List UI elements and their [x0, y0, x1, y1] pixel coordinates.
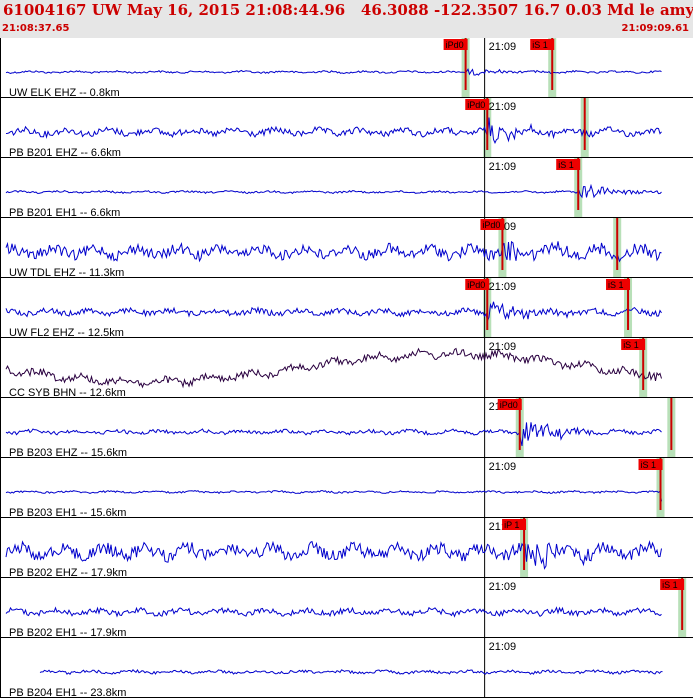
- minute-label: 21:09: [489, 161, 517, 173]
- waveform: [5, 347, 662, 389]
- trace-row[interactable]: 21:09iPd0UW TDL EHZ -- 11.3km: [0, 218, 693, 279]
- pick-flag-bg: [621, 339, 646, 350]
- trace-row[interactable]: 21:09 iS 1 CC SYB BHN -- 12.6km: [0, 338, 693, 399]
- pick-flag-bg: [480, 219, 505, 230]
- trace-row[interactable]: 21:09 iS 1 PB B201 EH1 -- 6.6km: [0, 158, 693, 219]
- pick-flag: iPd0: [465, 279, 490, 290]
- pick-label: iPd0: [500, 400, 518, 410]
- waveform: [5, 540, 662, 570]
- pick-label: iPd0: [482, 220, 500, 230]
- minute-label: 21:09: [489, 281, 517, 293]
- trace-row[interactable]: 21:09 iS 1 PB B203 EH1 -- 15.6km: [0, 458, 693, 519]
- event-title: 61004167 UW May 16, 2015 21:08:44.96 46.…: [3, 1, 693, 19]
- start-time-label: 21:08:37.65: [2, 23, 70, 34]
- trace-panel[interactable]: 21:09 iPd0 iS 1 UW ELK EHZ -- 0.8km 21:09 iPd…: [0, 38, 693, 698]
- station-label: PB B202 EH1 -- 17.9km: [9, 627, 126, 639]
- station-label: PB B201 EH1 -- 6.6km: [9, 207, 120, 219]
- pick-label: iS 1: [558, 160, 574, 170]
- pick-label: iS 1: [641, 460, 657, 470]
- station-label: PB B203 EH1 -- 15.6km: [9, 507, 126, 519]
- pick-flag: iS 1: [606, 279, 631, 290]
- minute-label: 21:09: [489, 341, 517, 353]
- pick-label: iP 1: [504, 520, 519, 530]
- waveform: [39, 669, 663, 675]
- minute-label: 21:09: [489, 41, 517, 53]
- pick-flag-bg: [465, 279, 490, 290]
- pick-flag-bg: [497, 399, 522, 410]
- station-label: PB B203 EHZ -- 15.6km: [9, 447, 127, 459]
- pick-flag-bg: [502, 519, 527, 530]
- station-label: PB B204 EH1 -- 23.8km: [9, 687, 126, 698]
- waveform: [5, 301, 662, 323]
- pick-flag-bg: [638, 459, 663, 470]
- pick-flag: iPd0: [465, 99, 490, 110]
- event-header: 61004167 UW May 16, 2015 21:08:44.96 46.…: [0, 0, 693, 38]
- waveform: [5, 183, 662, 199]
- minute-label: 21:09: [489, 581, 517, 593]
- pick-flag: iS 1: [621, 339, 646, 350]
- pick-label: iS 1: [608, 280, 624, 290]
- pick-label: iS 1: [623, 340, 639, 350]
- station-label: CC SYB BHN -- 12.6km: [9, 387, 126, 399]
- pick-flag: iS 1: [638, 459, 663, 470]
- pick-flag-bg: [465, 99, 490, 110]
- pick-label: iS 1: [532, 40, 548, 50]
- pick-flag-bg: [556, 159, 581, 170]
- pick-flag: iPd0: [443, 39, 468, 50]
- station-label: UW TDL EHZ -- 11.3km: [9, 267, 124, 279]
- pick-flag: iS 1: [660, 579, 685, 590]
- trace-row[interactable]: 21:09 iPd0 iS 1 UW ELK EHZ -- 0.8km: [0, 38, 693, 99]
- minute-label: 21:09: [489, 101, 517, 113]
- station-label: PB B202 EHZ -- 17.9km: [9, 567, 127, 579]
- pick-flag-bg: [443, 39, 468, 50]
- pick-label: iPd0: [446, 40, 464, 50]
- pick-label: iPd0: [467, 280, 485, 290]
- pick-flag: iS 1: [530, 39, 555, 50]
- pick-flag: iP 1: [502, 519, 527, 530]
- station-label: PB B201 EHZ -- 6.6km: [9, 147, 121, 159]
- waveform: [5, 68, 662, 76]
- pick-flag: iPd0: [497, 399, 522, 410]
- pick-flag-bg: [660, 579, 685, 590]
- trace-row[interactable]: 21:09 iPd0 PB B201 EHZ -- 6.6km: [0, 98, 693, 159]
- pick-flag: iPd0: [480, 219, 505, 230]
- waveform: [5, 606, 662, 618]
- minute-label: 21:09: [489, 461, 517, 473]
- waveform: [5, 422, 662, 447]
- pick-flag: iS 1: [556, 159, 581, 170]
- trace-row[interactable]: 21:09 iPd0 iS 1 UW FL2 EHZ -- 12.5km: [0, 278, 693, 339]
- station-label: UW ELK EHZ -- 0.8km: [9, 87, 120, 99]
- station-label: UW FL2 EHZ -- 12.5km: [9, 327, 124, 339]
- pick-label: iPd0: [467, 100, 485, 110]
- waveform: [5, 489, 662, 502]
- waveform: [5, 240, 662, 263]
- pick-flag-bg: [606, 279, 631, 290]
- trace-row[interactable]: 21:09 iS 1 PB B202 EH1 -- 17.9km: [0, 578, 693, 639]
- pick-flag-bg: [530, 39, 555, 50]
- pick-label: iS 1: [662, 580, 678, 590]
- minute-label: 21:09: [489, 641, 517, 653]
- waveform: [5, 117, 662, 144]
- end-time-label: 21:09:09.61: [621, 23, 689, 34]
